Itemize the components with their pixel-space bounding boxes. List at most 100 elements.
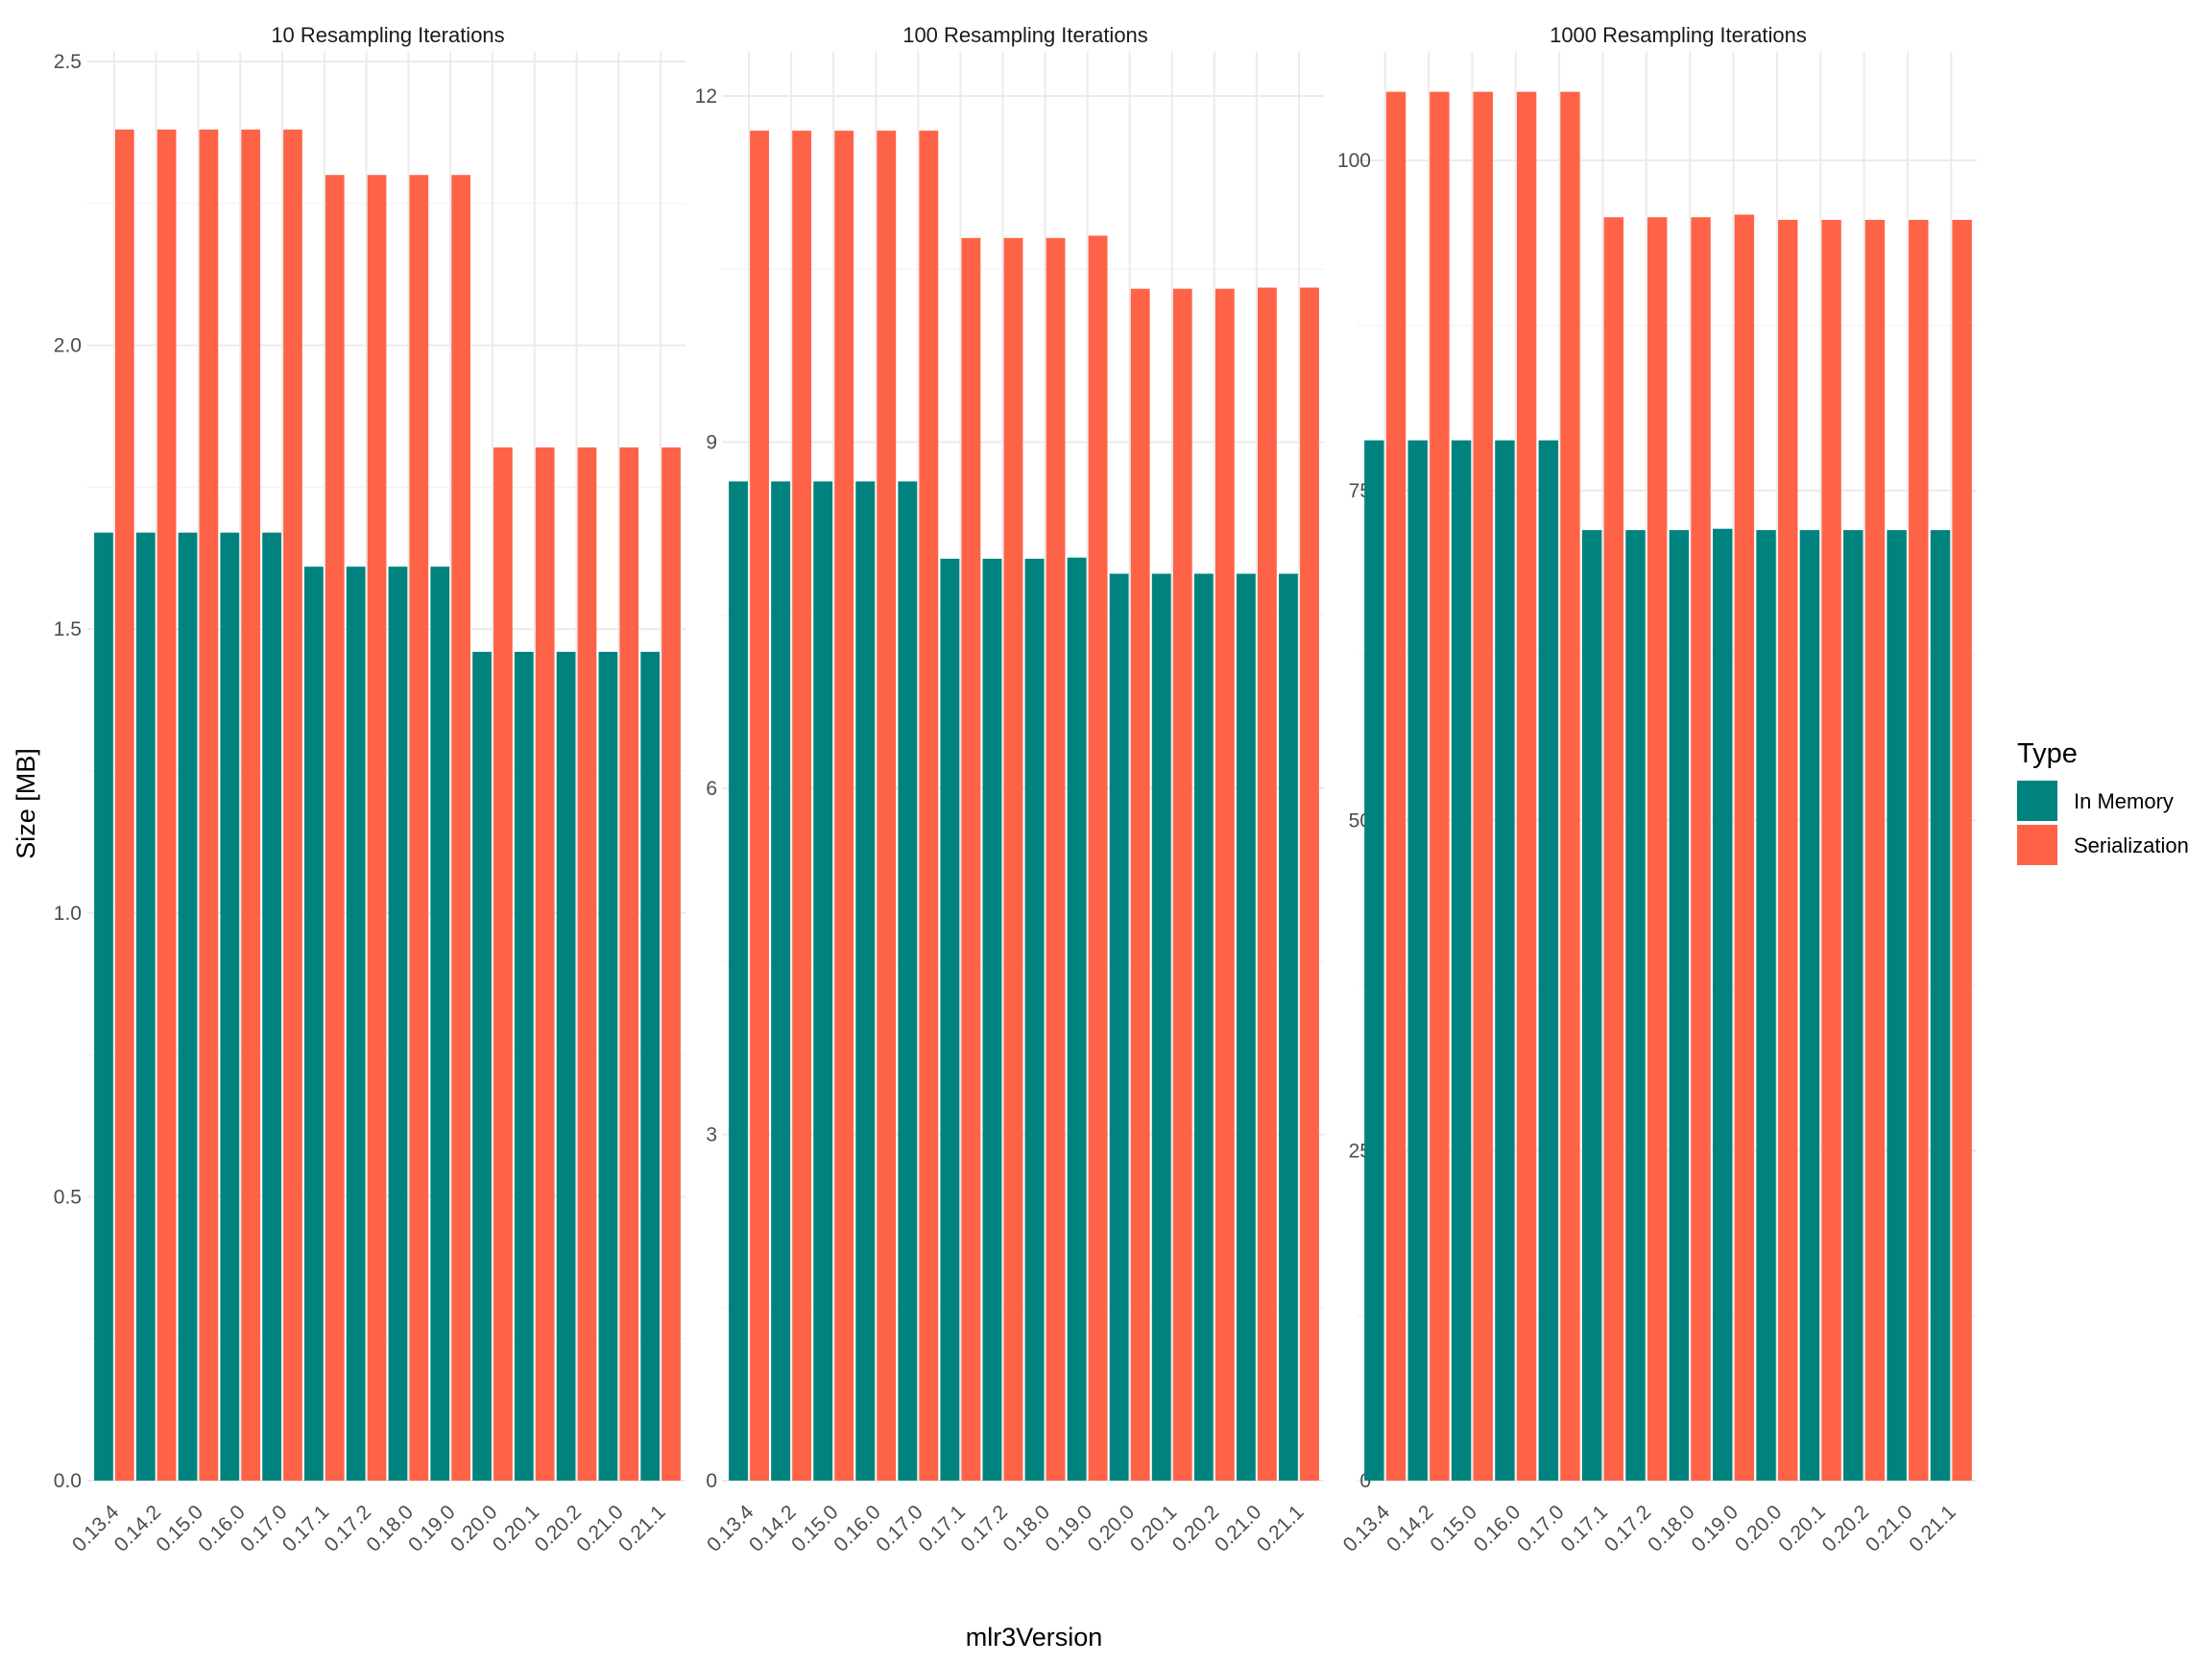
bar-serialization	[535, 447, 555, 1481]
x-tick-label: 0.17.2	[1600, 1501, 1656, 1556]
y-tick-label: 1.5	[54, 618, 82, 640]
x-tick-label: 0.20.1	[1774, 1501, 1830, 1556]
facet-title: 10 Resampling Iterations	[271, 23, 504, 47]
bar-serialization	[1430, 91, 1450, 1482]
bar-serialization	[451, 175, 470, 1482]
bar-in-memory	[1451, 440, 1472, 1482]
bar-in-memory	[346, 567, 366, 1481]
bar-in-memory	[135, 532, 156, 1481]
x-tick-label: 0.19.0	[1688, 1501, 1743, 1556]
bar-in-memory	[771, 481, 791, 1482]
bar-serialization	[919, 131, 939, 1482]
bar-in-memory	[388, 567, 408, 1481]
bar-serialization	[1821, 219, 1841, 1481]
x-tick-label: 0.18.0	[999, 1501, 1055, 1556]
bar-in-memory	[1279, 573, 1298, 1481]
bar-serialization	[114, 129, 134, 1482]
bar-in-memory	[220, 532, 240, 1481]
bar-in-memory	[514, 651, 534, 1481]
x-axis-title: mlr3Version	[966, 1623, 1103, 1652]
bar-in-memory	[1236, 573, 1256, 1481]
x-tick-label: 0.14.2	[745, 1501, 801, 1556]
x-tick-label: 0.21.0	[572, 1501, 628, 1556]
facet-title: 1000 Resampling Iterations	[1550, 23, 1807, 47]
bar-serialization	[1172, 288, 1192, 1481]
bar-in-memory	[813, 481, 833, 1482]
bar-serialization	[199, 129, 219, 1482]
bar-serialization	[1952, 219, 1972, 1481]
x-tick-label: 0.17.0	[1513, 1501, 1569, 1556]
bar-serialization	[1385, 91, 1407, 1482]
bar-serialization	[619, 447, 639, 1481]
bar-in-memory	[982, 558, 1002, 1481]
bar-serialization	[1734, 214, 1755, 1481]
x-tick-label: 0.17.2	[956, 1501, 1012, 1556]
bar-serialization	[493, 447, 513, 1481]
x-tick-label: 0.17.1	[914, 1501, 970, 1556]
bar-in-memory	[729, 481, 748, 1482]
bar-serialization	[661, 447, 681, 1481]
bar-in-memory	[1364, 440, 1384, 1482]
bar-in-memory	[1538, 440, 1558, 1482]
x-tick-label: 0.20.0	[446, 1501, 502, 1556]
y-tick-label: 0.5	[54, 1186, 82, 1208]
y-tick-label: 0	[706, 1470, 717, 1492]
bar-in-memory	[1625, 530, 1646, 1481]
x-tick-label: 0.20.1	[489, 1501, 544, 1556]
x-tick-label: 0.13.4	[703, 1501, 758, 1556]
bar-in-memory	[178, 532, 198, 1481]
y-tick-label: 12	[695, 85, 717, 108]
bar-in-memory	[1887, 530, 1907, 1481]
bar-serialization	[1691, 217, 1711, 1481]
y-tick-label: 0.0	[54, 1470, 82, 1492]
legend-title: Type	[2017, 738, 2078, 769]
x-tick-label: 0.16.0	[830, 1501, 885, 1556]
x-tick-label: 0.21.1	[1253, 1501, 1309, 1556]
legend-swatch	[2017, 781, 2057, 821]
bar-serialization	[156, 129, 177, 1482]
bar-serialization	[1214, 288, 1235, 1481]
x-tick-label: 0.21.1	[614, 1501, 670, 1556]
bar-in-memory	[598, 651, 618, 1481]
bar-serialization	[1778, 219, 1798, 1481]
bar-serialization	[1046, 237, 1066, 1482]
x-tick-label: 0.15.0	[1426, 1501, 1481, 1556]
bar-serialization	[577, 447, 597, 1481]
bar-serialization	[1300, 287, 1319, 1482]
bar-in-memory	[1669, 530, 1690, 1481]
y-tick-label: 1.0	[54, 903, 82, 925]
bar-in-memory	[1799, 530, 1820, 1481]
bar-in-memory	[262, 532, 281, 1481]
bar-in-memory	[304, 567, 324, 1481]
x-tick-label: 0.14.2	[110, 1501, 166, 1556]
x-tick-label: 0.17.1	[1556, 1501, 1612, 1556]
x-tick-label: 0.17.0	[872, 1501, 927, 1556]
y-tick-label: 3	[706, 1124, 717, 1146]
bar-serialization	[1516, 91, 1537, 1482]
bar-serialization	[877, 131, 897, 1482]
x-tick-label: 0.21.0	[1862, 1501, 1917, 1556]
x-tick-label: 0.18.0	[362, 1501, 418, 1556]
bar-in-memory	[1109, 573, 1129, 1481]
bar-serialization	[961, 237, 981, 1482]
x-tick-label: 0.20.2	[531, 1501, 587, 1556]
x-tick-label: 0.20.0	[1084, 1501, 1140, 1556]
bar-serialization	[325, 175, 345, 1482]
facet-title: 100 Resampling Iterations	[902, 23, 1148, 47]
y-tick-label: 6	[706, 778, 717, 800]
bar-serialization	[367, 175, 387, 1482]
x-tick-label: 0.20.2	[1168, 1501, 1224, 1556]
bar-serialization	[1130, 288, 1150, 1481]
bar-in-memory	[1843, 530, 1863, 1481]
x-tick-label: 0.13.4	[1339, 1501, 1395, 1556]
bar-in-memory	[1712, 528, 1733, 1481]
bar-in-memory	[640, 651, 661, 1481]
x-tick-label: 0.21.0	[1211, 1501, 1266, 1556]
bar-in-memory	[430, 567, 450, 1481]
bar-serialization	[750, 131, 769, 1482]
x-tick-label: 0.21.1	[1905, 1501, 1960, 1556]
x-tick-label: 0.19.0	[404, 1501, 460, 1556]
bar-in-memory	[855, 481, 876, 1482]
x-tick-label: 0.20.1	[1126, 1501, 1182, 1556]
